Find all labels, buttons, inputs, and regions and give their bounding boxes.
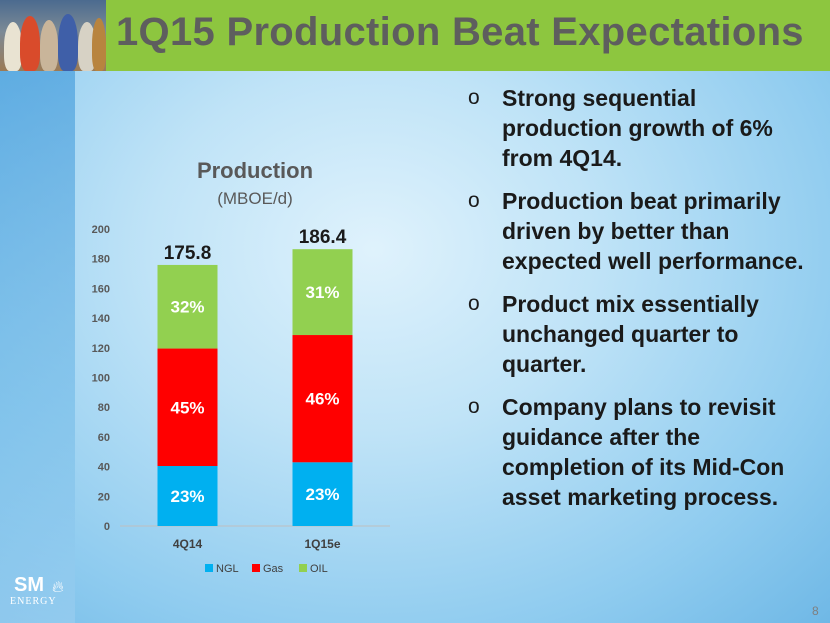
y-tick-label: 160 <box>92 283 110 295</box>
title-bar: 1Q15 Production Beat Expectations <box>0 0 830 71</box>
legend-label: Gas <box>263 563 284 575</box>
y-tick-label: 100 <box>92 373 110 385</box>
legend-label: OIL <box>310 563 328 575</box>
bullet-text: Product mix essentially unchanged quarte… <box>502 291 759 377</box>
bar-data-label: 45% <box>170 398 204 417</box>
bar-data-label: 23% <box>305 485 339 504</box>
bar-segment-oil <box>157 264 218 349</box>
y-tick-label: 20 <box>98 491 110 503</box>
page-number: 8 <box>812 604 819 618</box>
flame-icon: 🔥︎ <box>52 577 64 596</box>
left-decorative-band <box>0 71 75 623</box>
header-photo <box>0 0 106 71</box>
y-tick-label: 80 <box>98 402 110 414</box>
bar-data-label: 32% <box>170 298 204 317</box>
bar-total-label: 186.4 <box>299 227 347 248</box>
bar-data-label: 46% <box>305 390 339 409</box>
bullet-marker: o <box>468 292 480 315</box>
y-tick-label: 200 <box>92 224 110 236</box>
legend-swatch-oil <box>299 564 307 572</box>
bullet-marker: o <box>468 189 480 212</box>
legend-swatch-gas <box>252 564 260 572</box>
bar-data-label: 23% <box>170 487 204 506</box>
y-tick-label: 0 <box>104 521 110 533</box>
chart-title: Production <box>196 158 314 183</box>
logo-subtext: ENERGY <box>10 596 57 607</box>
bullet-item: o Product mix essentially unchanged quart… <box>468 289 818 379</box>
bullet-marker: o <box>468 86 480 109</box>
bullet-marker: o <box>468 395 480 418</box>
bullet-item: o Company plans to revisit guidance after… <box>468 392 818 512</box>
logo-text: SM <box>14 574 44 596</box>
bullet-item: o Production beat primarily driven by bet… <box>468 186 818 276</box>
y-tick-label: 180 <box>92 254 110 266</box>
slide-title: 1Q15 Production Beat Expectations <box>116 10 804 54</box>
company-logo: SM 🔥︎ ENERGY <box>6 574 66 614</box>
y-tick-label: 140 <box>92 313 110 325</box>
x-tick-label: 1Q15e <box>304 537 340 551</box>
bullet-text: Strong sequential production growth of 6… <box>502 85 773 171</box>
x-tick-label: 4Q14 <box>173 537 203 551</box>
bar-segment-gas <box>292 335 353 463</box>
bullet-text: Production beat primarily driven by bett… <box>502 188 804 274</box>
bar-segment-gas <box>157 348 218 467</box>
legend-label: NGL <box>216 563 239 575</box>
y-tick-label: 120 <box>92 343 110 355</box>
bullet-list: o Strong sequential production growth of … <box>468 83 818 525</box>
bar-segment-ngl <box>157 466 218 526</box>
bar-data-label: 31% <box>305 283 339 302</box>
y-tick-label: 60 <box>98 432 110 444</box>
bar-segment-ngl <box>292 462 353 526</box>
legend-swatch-ngl <box>205 564 213 572</box>
y-tick-label: 40 <box>98 462 110 474</box>
production-chart: 0 20 40 60 80 100 120 140 160 180 200 23% 45% 32% 175.… <box>92 224 390 575</box>
chart-subtitle: (MBOE/d) <box>217 189 293 208</box>
bullet-text: Company plans to revisit guidance after … <box>502 394 785 510</box>
bullet-item: o Strong sequential production growth of … <box>468 83 818 173</box>
bar-total-label: 175.8 <box>164 243 212 264</box>
bar-segment-oil <box>292 249 353 336</box>
